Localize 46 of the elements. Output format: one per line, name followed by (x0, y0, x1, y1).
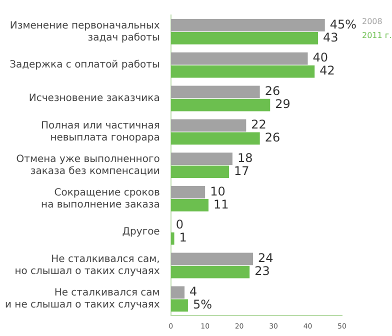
bar (170, 166, 230, 178)
y-tick-label: Отмена уже выполненного заказа без компенсации (16, 154, 160, 177)
y-tick-label: Сокращение сроков на выполнение заказа (41, 187, 160, 210)
y-tick-label: Не сталкивался сам и не слышал о таких случаях (5, 287, 160, 310)
bar (170, 119, 246, 132)
bar (170, 286, 185, 299)
bar (170, 86, 260, 98)
bar (170, 65, 315, 78)
bar (170, 98, 270, 112)
bar (170, 32, 318, 44)
data-label: 11 (214, 197, 229, 212)
bar (170, 132, 260, 145)
data-label: 18 (237, 150, 253, 165)
data-label: 5% (192, 298, 212, 312)
data-label: 10 (210, 184, 226, 198)
data-label: 24 (258, 251, 274, 266)
data-label: 43 (323, 30, 338, 44)
text: 2011 г. (362, 31, 392, 40)
y-tick-label: Полная или частичная невыплата гонорара (40, 120, 160, 144)
data-label: 26 (264, 84, 280, 98)
bar (170, 299, 188, 312)
data-label: 42 (320, 64, 335, 78)
bar (170, 266, 250, 278)
y-tick-label: Исчезновение заказчика (28, 93, 160, 104)
text: 2008 (362, 17, 382, 26)
bar (170, 232, 174, 245)
data-label: 40 (312, 50, 328, 65)
y-tick-label: Другое (122, 226, 160, 238)
y-tick-label: Не сталкивался сам, но слышал о таких случаях (14, 254, 160, 278)
data-label: 26 (264, 130, 280, 145)
data-label: 22 (251, 118, 266, 132)
data-label: 29 (275, 97, 290, 112)
bar (170, 252, 253, 266)
bar (170, 19, 325, 32)
bar (170, 199, 208, 212)
bar (170, 152, 232, 165)
data-label: 4 (190, 284, 198, 299)
data-label: 0 (176, 218, 184, 232)
y-tick-label: Задержка с оплатой работы (10, 60, 160, 71)
bar (170, 186, 206, 198)
data-label: 17 (234, 164, 250, 178)
data-label: 1 (179, 230, 187, 245)
data-label: 23 (254, 264, 270, 278)
bar (170, 52, 308, 65)
y-tick-label: Изменение первоначальных задач работы (10, 20, 160, 44)
data-label: 45% (330, 17, 357, 32)
